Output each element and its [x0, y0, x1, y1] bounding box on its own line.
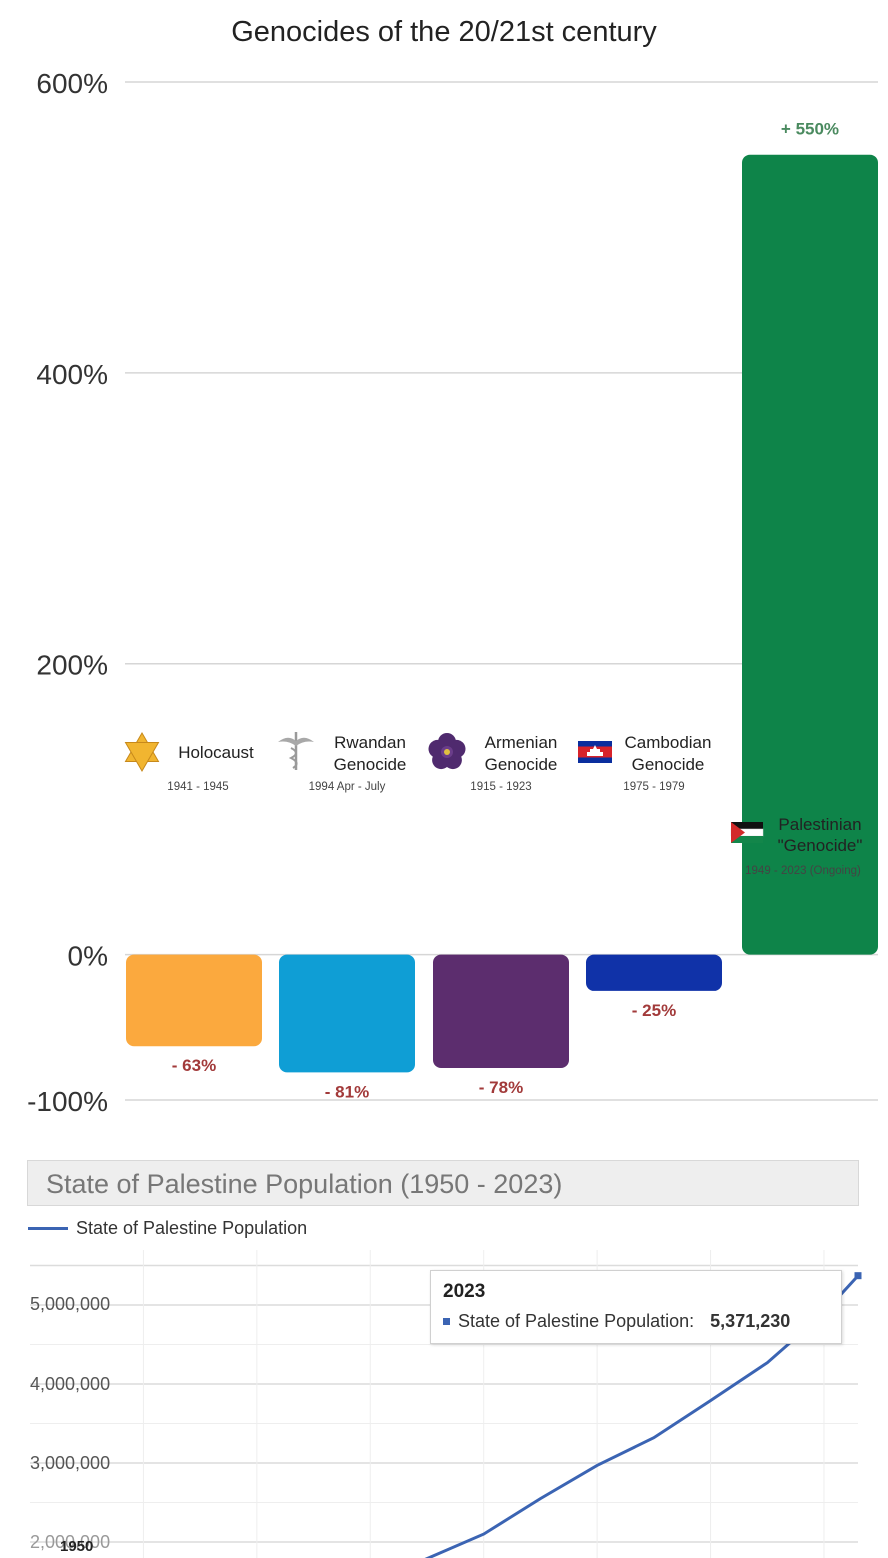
legend-label: State of Palestine Population: [76, 1218, 308, 1238]
y-tick-label: 0%: [68, 941, 108, 972]
category-label: Genocide: [632, 755, 705, 774]
y-tick-label: 600%: [36, 68, 108, 99]
y-axis-labels: -100% 0% 200% 400% 600%: [27, 68, 108, 1117]
category-label: Rwandan: [334, 733, 406, 752]
category-period: 1975 - 1979: [623, 781, 684, 793]
tooltip-series-marker: [443, 1318, 450, 1325]
chart-title: Genocides of the 20/21st century: [231, 16, 657, 48]
bar-2[interactable]: [279, 954, 415, 1073]
bar-value-label: + 550%: [781, 120, 839, 139]
population-line-chart: [30, 1250, 862, 1558]
category-labels: - 63% - 81% - 78% - 25% + 550% Holocaust 1941 …: [124, 120, 863, 1101]
category-label: Cambodian: [625, 733, 712, 752]
population-chart-title: State of Palestine Population (1950 - 20…: [27, 1160, 859, 1206]
category-period: 1994 Apr - July: [309, 781, 386, 793]
palestine-flag-icon: [730, 822, 764, 843]
bars: [126, 154, 878, 1073]
bar-value-label: - 78%: [479, 1078, 523, 1097]
bar-value-label: - 63%: [172, 1056, 216, 1075]
bar-4[interactable]: [586, 954, 722, 991]
genocide-bar-chart: -100% 0% 200% 400% 600% - 63% - 81% - 78% - 25%…: [27, 68, 878, 1117]
legend-line-swatch: [28, 1227, 68, 1230]
category-period: 1941 - 1945: [167, 781, 228, 793]
population-chart-panel: State of Palestine Population (1950 - 20…: [0, 1150, 888, 1558]
pop-ytick-3m: 3,000,000: [30, 1453, 111, 1473]
tooltip-value: 5,371,230: [710, 1311, 791, 1331]
category-label: "Genocide": [778, 836, 863, 855]
category-label: Armenian: [485, 733, 558, 752]
x-axis-start-year: 1950: [60, 1538, 94, 1555]
category-period: 1949 - 2023 (Ongoing): [745, 865, 861, 877]
category-label: Holocaust: [178, 743, 254, 762]
yellow-star-icon: [124, 732, 160, 772]
cambodia-flag-icon: [578, 741, 612, 763]
tooltip-series-label: State of Palestine Population:: [458, 1311, 695, 1331]
y-tick-label: -100%: [27, 1086, 108, 1117]
population-legend[interactable]: State of Palestine Population: [28, 1218, 307, 1239]
bar-3[interactable]: [433, 954, 569, 1069]
y-tick-label: 400%: [36, 359, 108, 390]
bar-1[interactable]: [126, 954, 262, 1047]
population-point-2023[interactable]: [854, 1272, 862, 1280]
tooltip-row: State of Palestine Population: 5,371,230: [443, 1311, 790, 1332]
category-label: Genocide: [485, 755, 558, 774]
pop-ytick-2m: 2,000,000: [30, 1532, 111, 1552]
caduceus-icon: [278, 732, 314, 770]
population-tooltip: 2023 State of Palestine Population: 5,37…: [430, 1270, 842, 1344]
category-period: 1915 - 1923: [470, 781, 531, 793]
category-label: Palestinian: [778, 815, 861, 834]
tooltip-year: 2023: [443, 1281, 486, 1302]
pop-ytick-5m: 5,000,000: [30, 1294, 111, 1314]
bar-5[interactable]: [742, 154, 878, 955]
y-tick-label: 200%: [36, 650, 108, 681]
forget-me-not-flower-icon: [428, 733, 466, 770]
bar-value-label: - 25%: [632, 1001, 676, 1020]
bar-value-label: - 81%: [325, 1082, 369, 1101]
population-series-line: [424, 1274, 860, 1558]
category-label: Genocide: [334, 755, 407, 774]
pop-ytick-4m: 4,000,000: [30, 1374, 111, 1394]
